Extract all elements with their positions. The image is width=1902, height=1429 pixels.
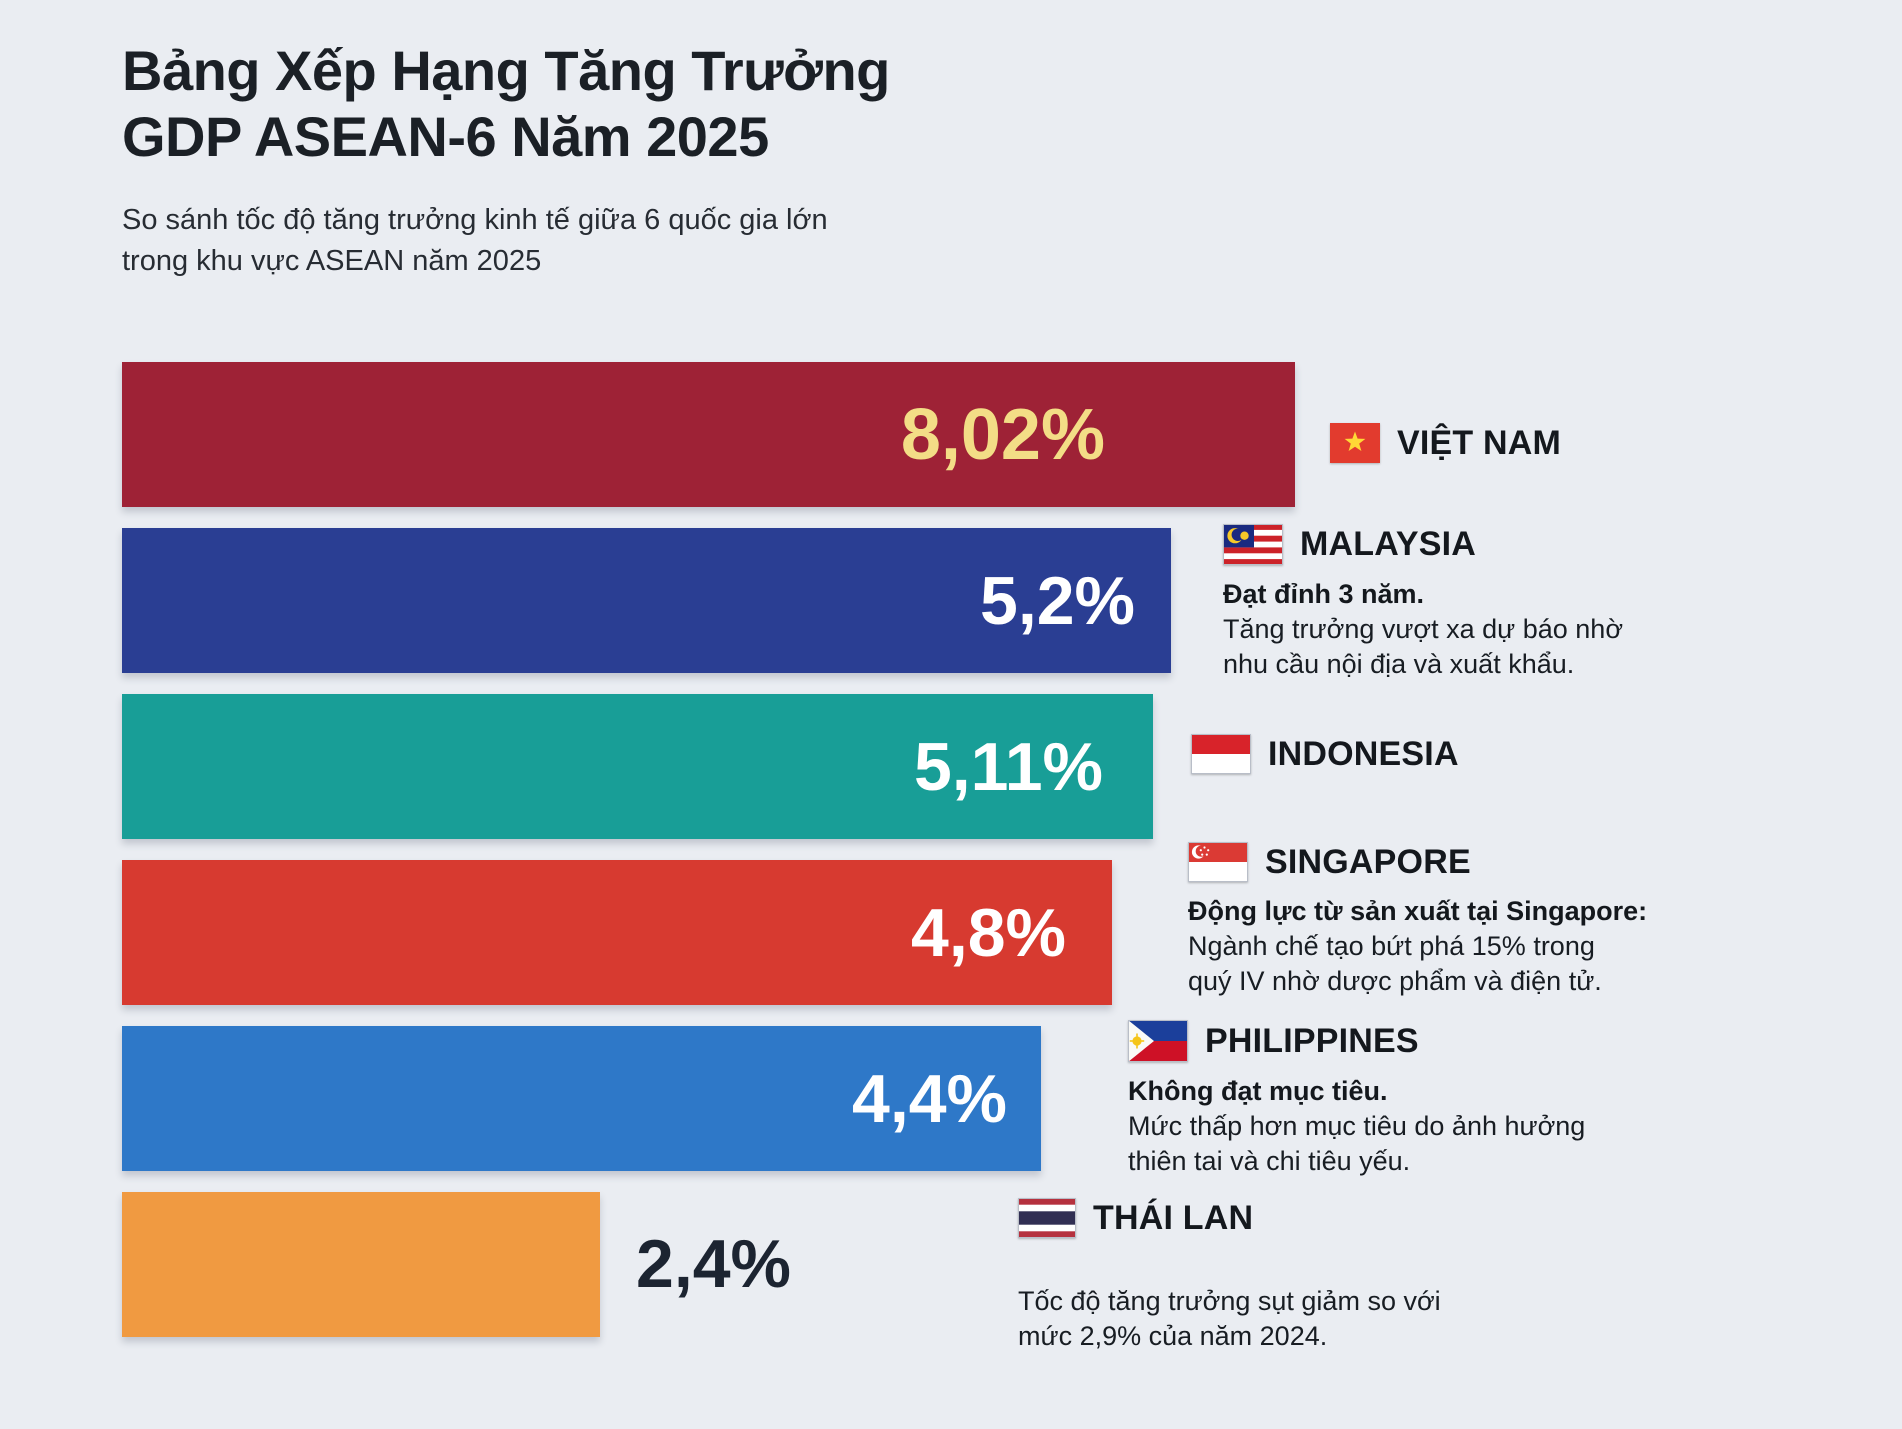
bar-singapore: 4,8% (122, 860, 1112, 1005)
note-line2-singapore: quý IV nhờ dược phẩm và điện tử. (1188, 966, 1602, 996)
note-bold-malaysia: Đạt đỉnh 3 năm. (1223, 579, 1425, 609)
thailand-flag-icon (1018, 1198, 1076, 1238)
bar-value-indonesia: 5,11% (913, 728, 1103, 805)
annotation-singapore: SINGAPORE Động lực từ sản xuất tại Singa… (1188, 842, 1647, 999)
page-title: Bảng Xếp Hạng Tăng Trưởng GDP ASEAN-6 Nă… (122, 38, 890, 169)
country-label-malaysia: MALAYSIA (1300, 525, 1477, 563)
note-bold-philippines: Không đạt mục tiêu. (1128, 1076, 1388, 1106)
malaysia-flag-icon (1223, 524, 1283, 565)
philippines-flag-icon (1128, 1020, 1188, 1062)
note-line2-malaysia: nhu cầu nội địa và xuất khẩu. (1223, 649, 1575, 679)
bar-value-vietnam: 8,02% (900, 394, 1105, 475)
page-subtitle: So sánh tốc độ tăng trưởng kinh tế giữa … (122, 200, 828, 281)
country-label-philippines: PHILIPPINES (1205, 1021, 1419, 1060)
country-label-indonesia: INDONESIA (1268, 734, 1459, 773)
bar-value-malaysia: 5,2% (980, 562, 1135, 639)
annotation-malaysia: MALAYSIA Đạt đỉnh 3 năm. Tăng trưởng vượ… (1223, 524, 1623, 682)
page-subtitle-line2: trong khu vực ASEAN năm 2025 (122, 244, 542, 277)
note-bold-singapore: Động lực từ sản xuất tại Singapore: (1188, 896, 1648, 926)
annotation-philippines: PHILIPPINES Không đạt mục tiêu. Mức thấp… (1128, 1020, 1585, 1179)
vietnam-flag-icon (1330, 423, 1380, 463)
page-title-line2: GDP ASEAN-6 Năm 2025 (122, 104, 769, 168)
country-label-vietnam: VIỆT NAM (1397, 423, 1562, 462)
singapore-flag-icon (1188, 842, 1248, 882)
note-line1-thailand: Tốc độ tăng trưởng sụt giảm so với (1018, 1286, 1441, 1316)
bar-thailand (122, 1192, 600, 1337)
note-line1-singapore: Ngành chế tạo bứt phá 15% trong (1188, 931, 1595, 961)
note-line2-thailand: mức 2,9% của năm 2024. (1018, 1321, 1328, 1351)
indonesia-flag-icon (1191, 734, 1251, 774)
bar-malaysia: 5,2% (122, 528, 1171, 673)
bar-value-singapore: 4,8% (911, 894, 1066, 971)
note-line1-philippines: Mức thấp hơn mục tiêu do ảnh hưởng (1128, 1111, 1586, 1141)
bar-vietnam: 8,02% (122, 362, 1295, 507)
bar-value-philippines: 4,4% (852, 1060, 1007, 1137)
country-label-singapore: SINGAPORE (1265, 842, 1471, 881)
annotation-thailand: THÁI LAN Tốc độ tăng trưởng sụt giảm so … (1018, 1198, 1441, 1354)
annotation-vietnam: VIỆT NAM (1330, 423, 1561, 463)
bar-value-thailand: 2,4% (636, 1226, 791, 1302)
annotation-indonesia: INDONESIA (1191, 734, 1459, 774)
country-label-thailand: THÁI LAN (1093, 1198, 1254, 1237)
bar-indonesia: 5,11% (122, 694, 1153, 839)
page-title-line1: Bảng Xếp Hạng Tăng Trưởng (122, 39, 890, 102)
page-subtitle-line1: So sánh tốc độ tăng trưởng kinh tế giữa … (122, 204, 828, 236)
bar-philippines: 4,4% (122, 1026, 1041, 1171)
note-line2-philippines: thiên tai và chi tiêu yếu. (1128, 1146, 1411, 1176)
note-line1-malaysia: Tăng trưởng vượt xa dự báo nhờ (1223, 614, 1624, 644)
